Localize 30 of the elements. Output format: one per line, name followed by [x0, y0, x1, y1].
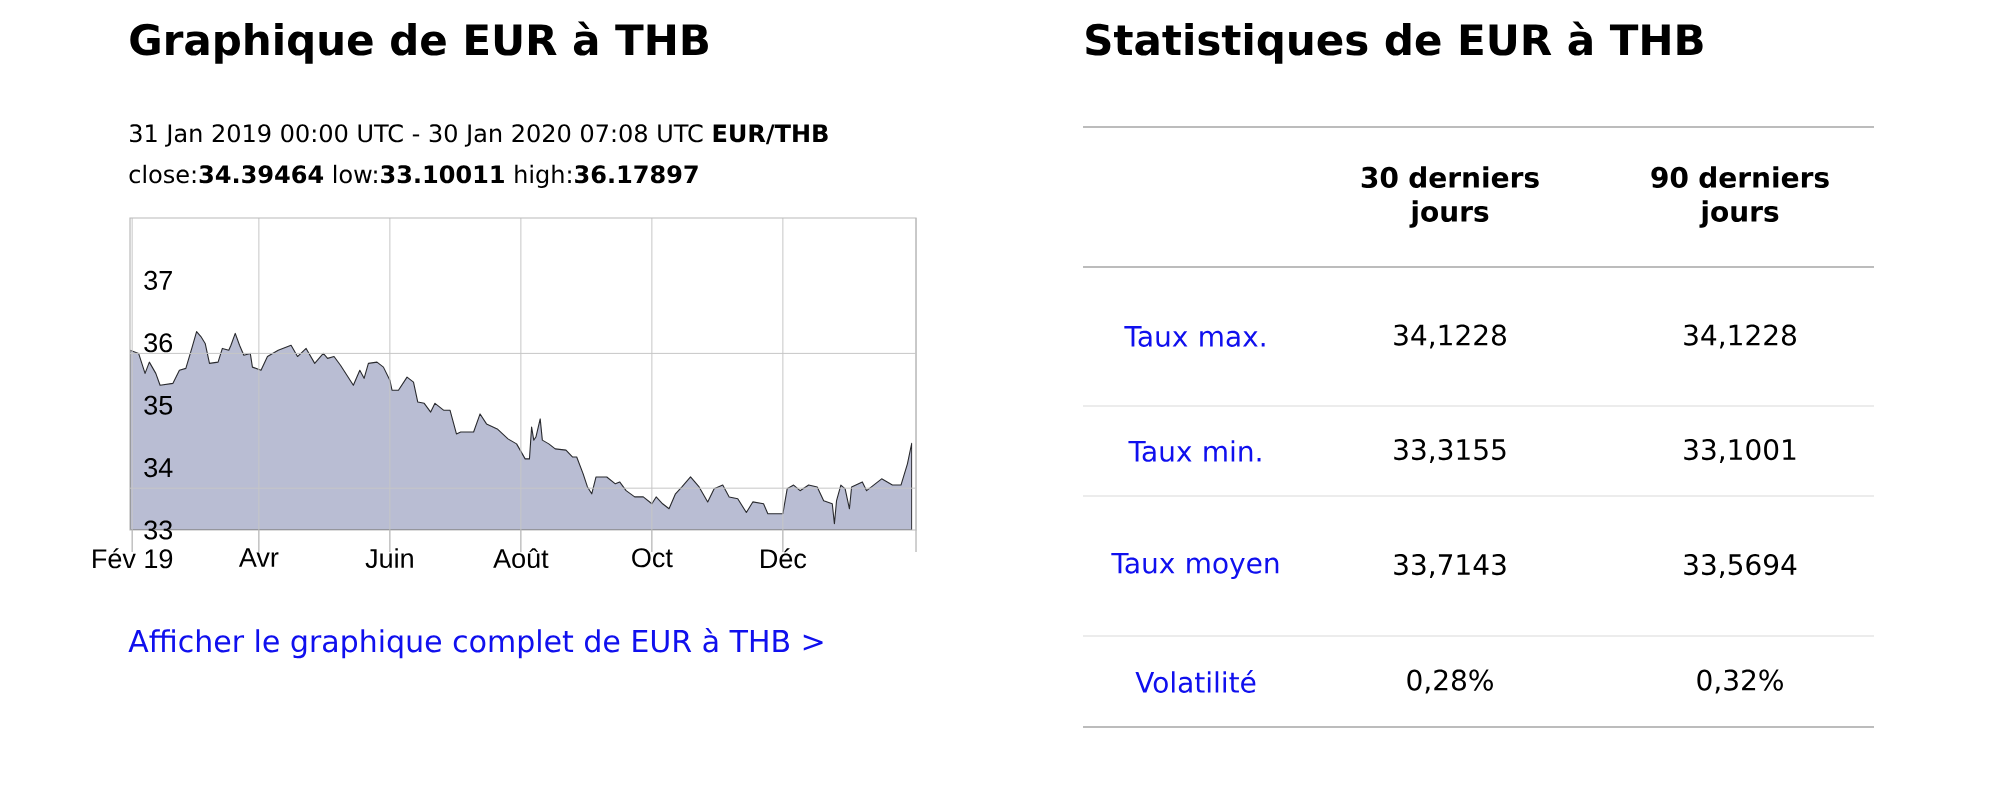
x-tick-label: Fév 19 — [93, 548, 173, 569]
category-label: Taux max. — [1124, 326, 1265, 347]
text: Statistiques de EUR à THB — [1086, 21, 1703, 64]
category-label: Taux moyen — [1111, 552, 1279, 580]
y-tick-label: 34 — [144, 458, 173, 478]
y-tick-label: 36 — [144, 333, 173, 353]
text: 0,32% — [1697, 669, 1783, 694]
x-tick-label: Déc — [761, 548, 807, 569]
text: close:34.39464 low:33.10011 high:36.17897 — [129, 164, 698, 188]
text: 34,1228 — [1684, 324, 1796, 349]
x-tick-label: Avr — [238, 548, 279, 567]
category-label: Volatilité — [1135, 670, 1256, 693]
text: 33,7143 — [1394, 553, 1506, 579]
text: 34,1228 — [1394, 324, 1506, 349]
text: 33,3155 — [1394, 438, 1506, 464]
chart-title: Graphique de EUR à THB — [130, 21, 708, 64]
category-label: 90 derniers jours — [1651, 166, 1829, 228]
category-label: 30 derniers jours — [1361, 166, 1539, 228]
chart-subtitle: 31 Jan 2019 00:00 UTC - 30 Jan 2020 07:08 UTC EUR/THB — [130, 124, 828, 147]
y-tick-label: 33 — [144, 520, 173, 540]
text: 33,5694 — [1684, 553, 1797, 579]
y-tick-label: 35 — [144, 395, 173, 415]
y-tick-label: 37 — [144, 270, 172, 290]
x-tick-label: Août — [493, 548, 549, 569]
category-label: Taux min. — [1128, 440, 1261, 462]
x-tick-label: Oct — [632, 548, 673, 568]
text: Afficher le graphique complet de EUR à THB > — [128, 628, 823, 659]
text: 0,28% — [1407, 669, 1493, 694]
text: 33,1001 — [1684, 438, 1796, 464]
x-tick-label: Juin — [365, 548, 413, 569]
